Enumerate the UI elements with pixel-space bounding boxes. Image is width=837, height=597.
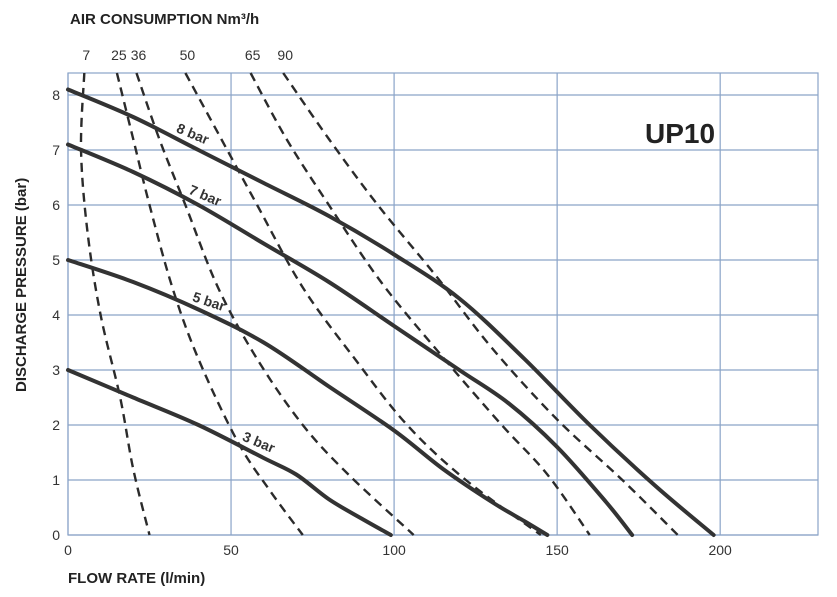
- model-label: UP10: [645, 118, 715, 149]
- air-consumption-curve-50: [184, 72, 542, 536]
- y-tick-label: 7: [52, 142, 60, 158]
- y-tick-label: 1: [52, 472, 60, 488]
- x-tick-label: 150: [545, 542, 569, 558]
- air-consumption-label-65: 65: [245, 47, 261, 63]
- x-tick-label: 0: [64, 542, 72, 558]
- pressure-curve-5-bar: [66, 258, 550, 537]
- air-consumption-curve-36: [135, 72, 415, 536]
- pressure-curve-7-bar: [66, 142, 635, 537]
- y-axis-label: DISCHARGE PRESSURE (bar): [13, 178, 30, 392]
- air-consumption-curve-25: [115, 72, 304, 536]
- axis-ticks: 0 50 100 150 200 0 1 2 3 4 5 6 7 8: [52, 87, 732, 558]
- x-tick-label: 100: [382, 542, 406, 558]
- pressure-curve-3-bar: [66, 368, 393, 537]
- air-consumption-label-36: 36: [131, 47, 147, 63]
- air-consumption-label-25: 25: [111, 47, 127, 63]
- air-consumption-curve-7: [79, 72, 151, 536]
- x-tick-label: 200: [708, 542, 732, 558]
- pressure-curve-8-bar: [66, 87, 716, 537]
- grid: [67, 72, 819, 536]
- air-consumption-label-7: 7: [82, 47, 90, 63]
- pressure-curve-label-3-bar: 3 bar: [240, 428, 278, 456]
- y-tick-label: 5: [52, 252, 60, 268]
- y-tick-label: 2: [52, 417, 60, 433]
- air-consumption-label-50: 50: [180, 47, 196, 63]
- x-tick-label: 50: [223, 542, 239, 558]
- chart-title: AIR CONSUMPTION Nm³/h: [70, 11, 259, 28]
- y-tick-label: 6: [52, 197, 60, 213]
- y-tick-label: 3: [52, 362, 60, 378]
- air-consumption-curve-90: [282, 72, 679, 536]
- y-tick-label: 8: [52, 87, 60, 103]
- air-consumption-curve-65: [249, 72, 591, 536]
- air-consumption-curves: 7 25 36 50 65 90: [79, 47, 679, 536]
- air-consumption-label-90: 90: [277, 47, 293, 63]
- y-tick-label: 0: [52, 527, 60, 543]
- pressure-curve-label-8-bar: 8 bar: [174, 120, 212, 148]
- x-axis-label: FLOW RATE (l/min): [68, 570, 205, 587]
- y-tick-label: 4: [52, 307, 60, 323]
